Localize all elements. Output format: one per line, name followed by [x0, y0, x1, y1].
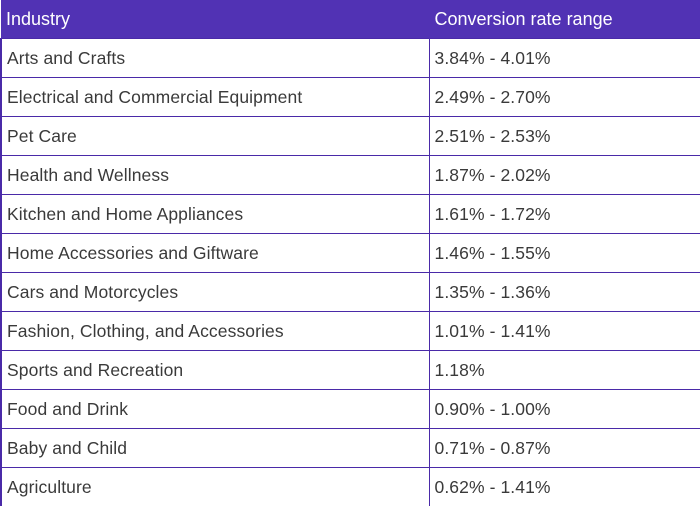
- header-industry: Industry: [1, 0, 429, 39]
- table-row: Health and Wellness 1.87% - 2.02%: [0, 155, 700, 195]
- table-body: Arts and Crafts 3.84% - 4.01% Electrical…: [0, 38, 700, 506]
- table-row: Agriculture 0.62% - 1.41%: [0, 467, 700, 506]
- table-row: Sports and Recreation 1.18%: [0, 350, 700, 390]
- industry-cell: Cars and Motorcycles: [0, 272, 430, 312]
- industry-cell: Fashion, Clothing, and Accessories: [0, 311, 430, 351]
- conversion-range-cell: 1.87% - 2.02%: [428, 155, 700, 195]
- industry-cell: Home Accessories and Giftware: [0, 233, 430, 273]
- industry-cell: Arts and Crafts: [0, 38, 430, 78]
- industry-cell: Health and Wellness: [0, 155, 430, 195]
- table-header: Industry Conversion rate range: [1, 0, 700, 39]
- conversion-range-cell: 0.62% - 1.41%: [428, 467, 700, 506]
- table-row: Electrical and Commercial Equipment 2.49…: [0, 77, 700, 117]
- conversion-range-cell: 0.71% - 0.87%: [428, 428, 700, 468]
- conversion-range-cell: 0.90% - 1.00%: [428, 389, 700, 429]
- table-row: Baby and Child 0.71% - 0.87%: [0, 428, 700, 468]
- conversion-range-cell: 1.01% - 1.41%: [428, 311, 700, 351]
- industry-cell: Sports and Recreation: [0, 350, 430, 390]
- table-row: Pet Care 2.51% - 2.53%: [0, 116, 700, 156]
- conversion-range-cell: 2.49% - 2.70%: [428, 77, 700, 117]
- conversion-range-cell: 1.61% - 1.72%: [428, 194, 700, 234]
- conversion-range-cell: 1.18%: [428, 350, 700, 390]
- header-row: Industry Conversion rate range: [1, 0, 700, 39]
- industry-cell: Electrical and Commercial Equipment: [0, 77, 430, 117]
- industry-cell: Agriculture: [0, 467, 430, 506]
- conversion-range-cell: 1.35% - 1.36%: [428, 272, 700, 312]
- industry-cell: Food and Drink: [0, 389, 430, 429]
- industry-cell: Baby and Child: [0, 428, 430, 468]
- table-row: Home Accessories and Giftware 1.46% - 1.…: [0, 233, 700, 273]
- table-row: Kitchen and Home Appliances 1.61% - 1.72…: [0, 194, 700, 234]
- table-row: Fashion, Clothing, and Accessories 1.01%…: [0, 311, 700, 351]
- table-row: Arts and Crafts 3.84% - 4.01%: [0, 38, 700, 78]
- industry-cell: Pet Care: [0, 116, 430, 156]
- conversion-range-cell: 1.46% - 1.55%: [428, 233, 700, 273]
- header-conversion-rate-range: Conversion rate range: [428, 0, 700, 39]
- table-row: Food and Drink 0.90% - 1.00%: [0, 389, 700, 429]
- conversion-range-cell: 2.51% - 2.53%: [428, 116, 700, 156]
- table-row: Cars and Motorcycles 1.35% - 1.36%: [0, 272, 700, 312]
- conversion-range-cell: 3.84% - 4.01%: [428, 38, 700, 78]
- industry-cell: Kitchen and Home Appliances: [0, 194, 430, 234]
